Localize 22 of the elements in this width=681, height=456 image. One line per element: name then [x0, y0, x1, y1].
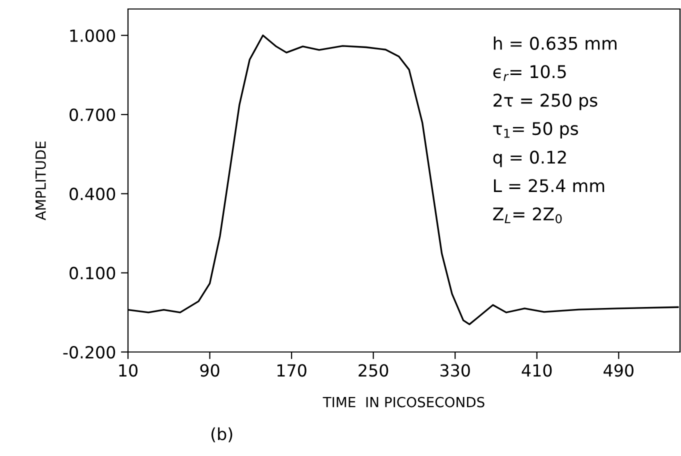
y-tick-label: 0.700 — [70, 108, 116, 122]
x-tick-label: 490 — [604, 364, 634, 377]
y-tick-label: -0.200 — [63, 346, 116, 359]
y-tick-label: 0.400 — [70, 188, 116, 200]
annotation: τ$_{1}$= 50 ps — [493, 122, 578, 138]
y-axis-title: AMPLITUDE — [36, 141, 46, 220]
annotation: Z$_{L}$= 2Z$_{0}$ — [493, 207, 562, 224]
x-tick-label: 170 — [277, 364, 306, 377]
x-axis-title: TIME IN PICOSECONDS — [322, 396, 484, 408]
annotation: 2τ = 250 ps — [494, 94, 598, 110]
annotation: h = 0.635 mm — [494, 36, 616, 50]
annotation: L = 25.4 mm — [494, 179, 604, 192]
y-tick-label: 1.000 — [70, 29, 116, 42]
text: (b) — [211, 427, 232, 442]
annotation: q = 0.12 — [493, 150, 566, 168]
x-tick-label: 330 — [440, 364, 470, 377]
x-tick-label: 410 — [522, 364, 552, 377]
x-tick-label: 250 — [358, 364, 388, 377]
x-tick-label: 10 — [119, 364, 138, 377]
y-tick-label: 0.100 — [70, 266, 116, 280]
x-tick-label: 90 — [200, 364, 220, 377]
annotation: ϵ$_{r}$= 10.5 — [493, 65, 566, 81]
